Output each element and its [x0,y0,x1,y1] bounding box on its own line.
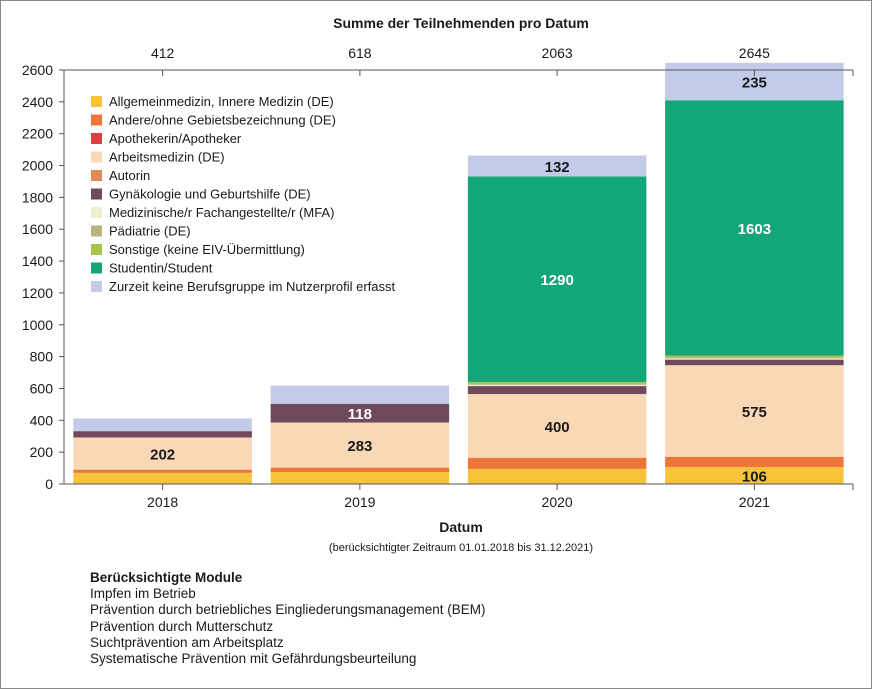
legend-label: Studentin/Student [109,261,213,276]
bar-segment [270,385,450,404]
y-tick-label: 1600 [22,221,53,237]
legend-label: Allgemeinmedizin, Innere Medizin (DE) [109,94,334,109]
module-item: Prävention durch Mutterschutz [90,618,274,634]
legend-swatch [91,151,102,163]
legend-swatch [91,188,102,200]
bar-segment [270,467,450,473]
modules-note: Berücksichtigte Module Impfen im Betrieb… [90,570,485,667]
data-label: 1603 [738,221,771,238]
data-label: 202 [150,447,175,464]
bar-segment [665,355,844,358]
data-label: 118 [348,406,372,423]
data-label: 132 [545,159,570,176]
data-labels-layer: 202 283 118 400 1290 132 106 575 1603 235 [150,75,771,486]
axes-layer: 0 200 400 600 800 1000 1200 1400 1600 1800 2000 220… [22,45,854,510]
data-label: 575 [742,404,767,421]
bar-segment [467,394,647,458]
data-label: 235 [742,75,767,92]
legend-label: Autorin [109,168,150,183]
bar-segment [467,468,647,484]
bar-segment [467,384,647,387]
x-tick-label: 2021 [739,494,770,510]
y-tick-label: 1400 [22,253,53,269]
module-item: Impfen im Betrieb [90,586,196,602]
legend-swatch [91,225,102,237]
legend-label: Sonstige (keine EIV-Übermittlung) [109,242,305,257]
legend-label: Arbeitsmedizin (DE) [109,150,225,165]
chart-title: Summe der Teilnehmenden pro Datum [333,15,589,31]
bar-segment [665,100,844,356]
y-tick-label: 800 [30,349,54,365]
modules-title: Berücksichtigte Module [90,570,243,585]
legend-label: Andere/ohne Gebietsbezeichnung (DE) [109,113,336,128]
y-tick-label: 400 [30,412,54,428]
y-tick-label: 200 [30,444,54,460]
legend-swatch [91,262,102,274]
x-tick-label: 2020 [542,494,573,510]
bar-segment [467,457,647,469]
bar-segment [73,437,252,470]
x-axis-note: (berücksichtigter Zeitraum 01.01.2018 bi… [329,542,593,554]
legend-swatch [91,170,102,181]
y-tick-label: 0 [45,476,53,492]
bar-segment [467,384,647,385]
legend-swatch [91,281,102,292]
bar-segment [665,365,844,457]
total-label: 2645 [739,45,770,61]
total-label: 618 [348,45,372,61]
y-tick-label: 1800 [22,189,53,205]
stacked-bar-chart: Summe der Teilnehmenden pro Datum Datum … [22,15,854,554]
y-tick-label: 600 [30,380,54,396]
legend-swatch [91,114,102,126]
data-label: 106 [742,469,767,486]
total-label: 412 [151,45,175,61]
bar-segment [467,155,647,177]
module-item: Suchtprävention am Arbeitsplatz [90,634,284,650]
bar-segment [467,176,647,382]
bar-segment [665,467,844,484]
legend-label: Gynäkologie und Geburtshilfe (DE) [109,187,311,202]
legend-swatch [91,133,102,144]
bar-segment [270,422,450,468]
bar-segment [467,381,647,385]
module-item: Prävention durch betriebliches Eingliede… [90,602,486,618]
bar-segment [665,357,844,359]
bar-segment [270,472,450,484]
bars-layer [73,62,844,484]
y-tick-label: 2000 [22,158,53,174]
y-tick-label: 1200 [22,285,53,301]
y-tick-label: 1000 [22,317,53,333]
y-tick-label: 2400 [22,94,53,110]
bar-segment [467,386,647,395]
bar-segment [270,403,450,423]
module-item: Systematische Prävention mit Gefährdungs… [90,651,417,667]
legend-label: Zurzeit keine Berufsgruppe im Nutzerprof… [109,279,396,294]
bar-segment [665,62,844,101]
data-label: 400 [545,419,570,436]
bar-segment [73,418,252,432]
legend-label: Medizinische/r Fachangestellte/r (MFA) [109,205,334,220]
bar-segment [665,456,844,468]
bar-segment [73,431,252,438]
x-tick-label: 2018 [147,494,178,510]
legend-swatch [91,207,102,218]
legend-label: Pädiatrie (DE) [109,224,191,239]
legend-swatch [91,244,102,255]
data-label: 283 [347,438,372,455]
bar-segment [665,358,844,360]
x-tick-label: 2019 [344,494,375,510]
total-label: 2063 [542,45,573,61]
legend: Allgemeinmedizin, Innere Medizin (DE) And… [91,94,396,294]
y-tick-label: 2200 [22,126,53,142]
data-label: 1290 [540,272,573,289]
legend-label: Apothekerin/Apotheker [109,131,242,146]
x-axis-title: Datum [439,519,483,535]
bar-segment [73,472,252,484]
bar-segment [73,469,252,473]
legend-swatch [91,96,102,107]
bar-segment [665,359,844,366]
y-tick-label: 2600 [22,62,53,78]
